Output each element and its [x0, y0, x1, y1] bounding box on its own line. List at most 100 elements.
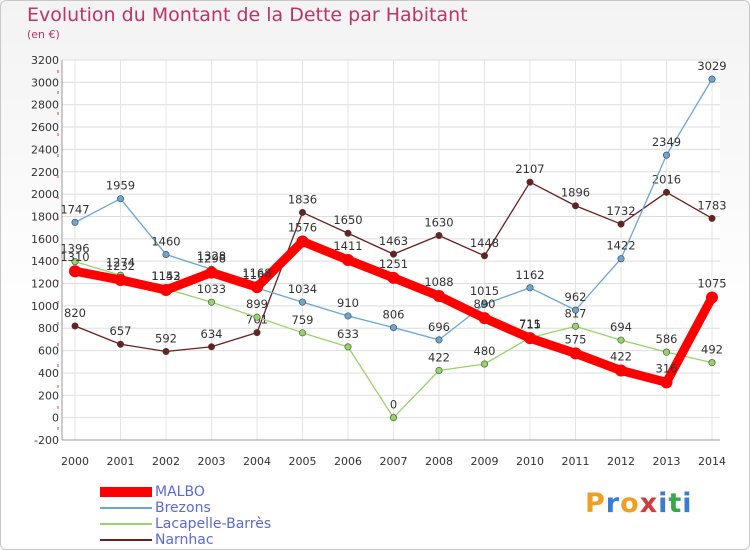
- x-tick-label: 2012: [607, 455, 635, 468]
- data-label: 910: [337, 296, 359, 310]
- x-tick-label: 2007: [380, 455, 408, 468]
- x-tick-label: 2009: [471, 455, 499, 468]
- legend-label: MALBO: [155, 484, 205, 500]
- proxiti-logo: Proxiti: [585, 488, 693, 519]
- y-tick-label: 2600: [31, 121, 59, 134]
- data-label: 0: [390, 398, 397, 412]
- legend-swatch: [100, 507, 152, 509]
- data-point: [526, 178, 534, 186]
- y-tick-label: 2200: [31, 166, 59, 179]
- y-tick-label: 600: [38, 345, 59, 358]
- data-point: [344, 343, 352, 351]
- data-label: 711: [519, 317, 541, 331]
- y-tick-label: 3200: [31, 54, 59, 67]
- data-label: 1298: [197, 252, 226, 266]
- data-label: 1015: [470, 284, 499, 298]
- x-tick-label: 2005: [289, 455, 317, 468]
- y-tick-label: -200: [34, 434, 59, 447]
- data-label: 1251: [379, 257, 408, 271]
- data-point: [662, 151, 670, 159]
- plot-area: [62, 60, 720, 440]
- data-label: 1630: [424, 215, 453, 229]
- data-point: [389, 324, 397, 332]
- data-point: [571, 322, 579, 330]
- data-point: [662, 348, 670, 356]
- y-tick-label: 0: [52, 412, 59, 425]
- data-label: 592: [155, 331, 177, 345]
- data-point: [706, 291, 718, 304]
- data-label: 1033: [197, 282, 226, 296]
- y-tick-label: 1000: [31, 300, 59, 313]
- logo-letter: o: [620, 488, 640, 519]
- data-point: [480, 300, 488, 308]
- x-tick-label: 2014: [698, 455, 726, 468]
- data-point: [571, 306, 579, 314]
- data-label: 2107: [515, 162, 544, 176]
- legend-item-brezons[interactable]: Brezons: [100, 500, 320, 516]
- data-label: 1576: [288, 221, 317, 235]
- logo-letter: P: [585, 488, 606, 519]
- legend-label: Brezons: [155, 500, 211, 516]
- data-label: 962: [565, 290, 587, 304]
- data-label: 1732: [606, 204, 635, 218]
- y-tick-label: 200: [38, 389, 59, 402]
- data-point: [389, 250, 397, 258]
- legend-label: Lacapelle-Barrès: [155, 516, 272, 532]
- data-point: [162, 347, 170, 355]
- data-point: [208, 298, 216, 306]
- data-point: [526, 284, 534, 292]
- data-label: 1747: [60, 202, 89, 216]
- data-label: 1460: [151, 234, 180, 248]
- data-label: 1463: [379, 234, 408, 248]
- data-label: 1396: [60, 242, 89, 256]
- data-point: [433, 290, 445, 303]
- data-label: 1328: [197, 249, 226, 263]
- data-point: [71, 218, 79, 226]
- data-label: 492: [701, 343, 723, 357]
- data-point: [253, 313, 261, 321]
- data-point: [435, 366, 443, 374]
- legend-item-lacapelle-barres[interactable]: Lacapelle-Barrès: [100, 516, 320, 532]
- data-label: 1168: [242, 266, 271, 280]
- y-tick-label: 1200: [31, 278, 59, 291]
- data-point: [298, 329, 306, 337]
- data-label: 634: [201, 327, 223, 341]
- data-point: [478, 312, 491, 325]
- data-point: [344, 312, 352, 320]
- data-point: [480, 252, 488, 260]
- data-point: [708, 214, 716, 222]
- y-tick-label: 1600: [31, 233, 59, 246]
- x-tick-label: 2010: [516, 455, 544, 468]
- data-point: [160, 284, 172, 297]
- legend-item-narnhac[interactable]: Narnhac: [100, 532, 320, 548]
- data-label: 633: [337, 327, 359, 341]
- data-label: 1783: [697, 198, 726, 212]
- data-point: [117, 195, 125, 203]
- x-tick-label: 2013: [653, 455, 681, 468]
- data-point: [387, 271, 400, 284]
- data-label: 1274: [106, 255, 135, 269]
- legend-swatch: [100, 523, 152, 525]
- data-label: 586: [656, 332, 678, 346]
- data-point: [296, 235, 309, 248]
- x-tick-label: 2001: [107, 455, 135, 468]
- data-point: [117, 340, 125, 348]
- data-label: 1959: [106, 179, 135, 193]
- data-point: [617, 336, 625, 344]
- legend-item-malbo[interactable]: MALBO: [100, 484, 320, 500]
- logo-letter: i: [658, 488, 669, 519]
- data-point: [253, 329, 261, 337]
- data-point: [298, 298, 306, 306]
- x-tick-label: 2011: [562, 455, 590, 468]
- data-point: [435, 336, 443, 344]
- chart-title: Evolution du Montant de la Dette par Hab…: [27, 4, 468, 26]
- data-label: 1075: [697, 277, 726, 291]
- data-label: 899: [246, 297, 268, 311]
- data-point: [708, 359, 716, 367]
- data-label: 1153: [151, 269, 180, 283]
- y-tick-label: 400: [38, 367, 59, 380]
- data-point: [251, 281, 263, 294]
- legend-swatch: [100, 539, 152, 541]
- data-point: [344, 229, 352, 237]
